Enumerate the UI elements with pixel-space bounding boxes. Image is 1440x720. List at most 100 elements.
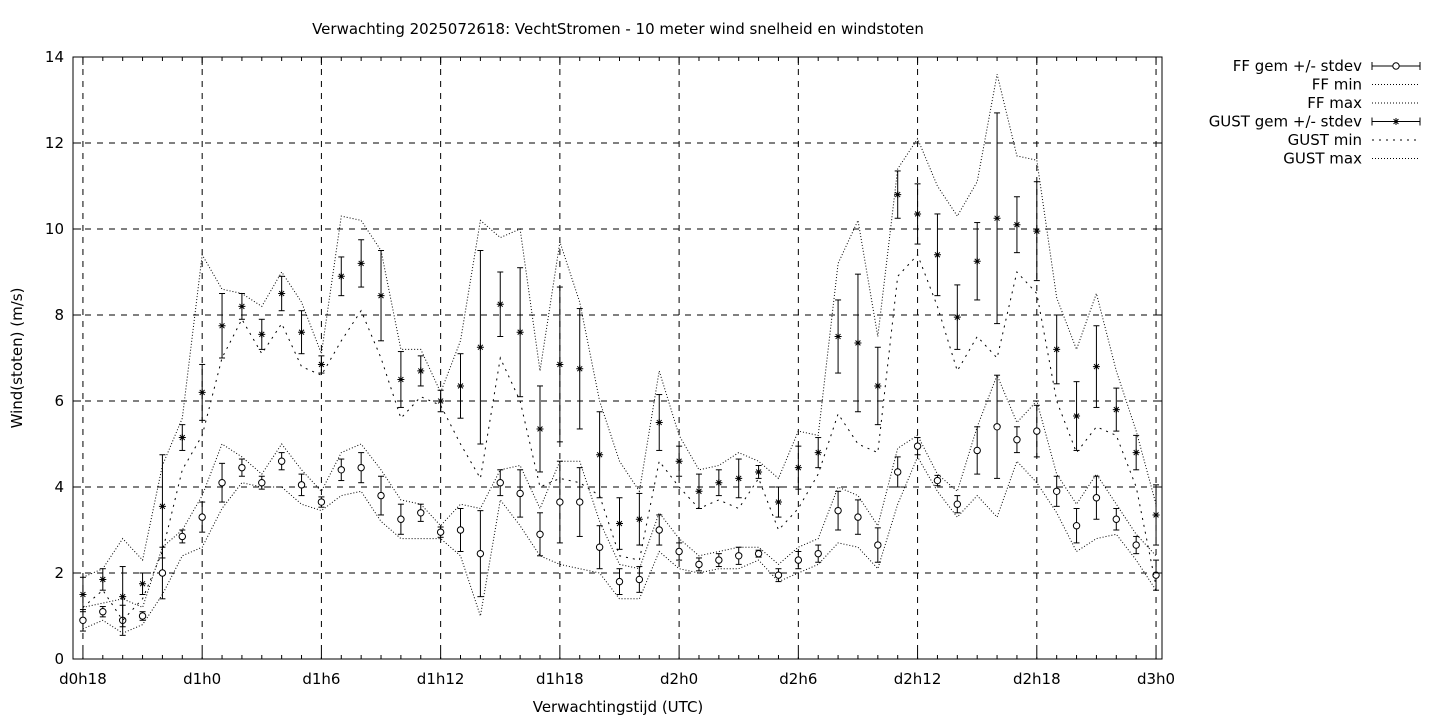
point-marker <box>79 591 87 598</box>
point-marker <box>655 526 663 534</box>
x-tick-label: d1h0 <box>183 670 221 688</box>
point-marker <box>1033 427 1041 435</box>
point-marker <box>1073 412 1081 420</box>
point-marker <box>516 489 524 498</box>
point-marker <box>615 577 624 586</box>
data-point <box>457 353 465 419</box>
data-point <box>138 611 147 621</box>
data-point <box>1132 535 1140 555</box>
axis-ticks: 0 2 4 6 8 10 12 14 d0h18 d1h0 d1h6 d1h12 d1h18 d2h0 d2… <box>45 48 1175 688</box>
y-tick-label: 10 <box>45 220 64 238</box>
data-point <box>1132 434 1140 471</box>
point-marker <box>854 513 862 521</box>
point-marker <box>277 457 286 465</box>
y-tick-label: 6 <box>54 392 64 410</box>
point-marker <box>913 442 922 450</box>
point-marker <box>1013 221 1021 229</box>
data-point <box>476 510 485 598</box>
point-marker <box>297 481 306 489</box>
y-tick-label: 2 <box>54 564 64 582</box>
data-point <box>238 293 246 320</box>
point-marker <box>397 515 405 523</box>
point-marker <box>536 530 544 538</box>
point-marker <box>655 419 663 426</box>
data-point <box>893 456 902 488</box>
point-marker <box>933 476 942 485</box>
point-marker <box>496 300 504 308</box>
data-point <box>615 497 623 550</box>
point-marker <box>973 446 981 455</box>
point-marker <box>1013 436 1021 444</box>
legend-marker <box>1392 62 1400 70</box>
point-marker <box>496 479 504 487</box>
point-marker <box>317 498 326 506</box>
data-point <box>834 490 842 531</box>
data-point <box>556 286 564 443</box>
series-line-gust-min <box>82 253 1157 622</box>
point-marker <box>278 290 286 297</box>
data-point <box>476 250 484 445</box>
data-point <box>317 496 326 508</box>
legend-label: GUST min <box>1288 131 1362 149</box>
point-marker <box>596 451 604 459</box>
data-point <box>178 424 186 451</box>
data-point <box>635 566 644 593</box>
data-point <box>1013 196 1021 254</box>
point-marker <box>953 313 961 321</box>
data-point <box>1052 475 1061 507</box>
point-marker <box>914 210 922 218</box>
legend-label: GUST max <box>1283 150 1362 168</box>
point-marker <box>933 251 941 259</box>
data-point <box>298 310 306 355</box>
data-point <box>516 267 524 398</box>
data-point <box>556 460 564 544</box>
data-point <box>695 473 703 509</box>
point-marker <box>218 322 226 330</box>
data-point <box>695 557 703 572</box>
point-marker <box>1152 571 1160 579</box>
legend-item: FF gem +/- stdev <box>1233 57 1421 75</box>
data-point <box>1112 508 1120 531</box>
data-point <box>953 284 961 350</box>
point-marker <box>595 543 604 551</box>
data-point <box>1092 475 1101 520</box>
data-point <box>218 293 226 359</box>
point-marker <box>79 616 87 624</box>
data-point <box>238 458 246 477</box>
point-marker <box>337 466 345 474</box>
point-marker <box>377 491 385 500</box>
data-point <box>496 469 504 497</box>
data-point <box>754 549 763 558</box>
point-marker <box>874 541 882 549</box>
data-point <box>933 213 941 297</box>
point-marker <box>854 339 862 347</box>
data-point <box>516 469 524 518</box>
point-marker <box>99 608 107 616</box>
data-point <box>536 512 544 557</box>
x-tick-label: d2h18 <box>1013 670 1061 688</box>
y-axis-label: Wind(stoten) (m/s) <box>8 288 26 429</box>
data-point <box>456 508 465 552</box>
point-marker <box>834 506 842 515</box>
data-point <box>794 551 803 570</box>
point-marker <box>715 556 723 564</box>
data-point <box>158 454 166 559</box>
data-point <box>437 389 445 413</box>
point-marker <box>357 259 365 267</box>
data-point <box>814 544 822 563</box>
point-marker <box>1072 522 1081 530</box>
data-point <box>436 526 445 538</box>
point-marker <box>1092 494 1101 502</box>
point-marker <box>258 330 266 338</box>
point-marker <box>814 549 822 558</box>
plot-frame <box>72 56 1163 660</box>
point-marker <box>874 382 882 390</box>
data-point <box>874 527 882 563</box>
y-tick-label: 0 <box>54 650 64 668</box>
data-point <box>973 222 981 301</box>
point-marker <box>1112 515 1120 523</box>
data-point <box>914 183 922 245</box>
data-point <box>894 170 902 219</box>
plot-series <box>79 74 1160 636</box>
